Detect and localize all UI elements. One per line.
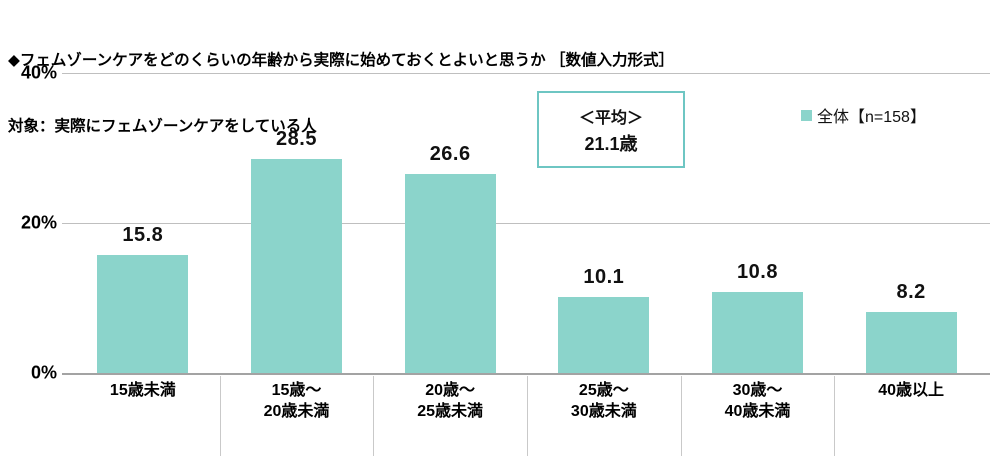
y-tick-label-20: 20%	[20, 212, 57, 233]
bar-5	[865, 311, 957, 373]
legend-label: 全体【n=158】	[817, 109, 926, 126]
bar-value-label-0: 15.8	[122, 223, 164, 246]
category-separator-5	[834, 376, 836, 456]
y-tick-label-0: 0%	[30, 362, 57, 383]
gridline-20	[62, 223, 990, 224]
gridline-40	[62, 73, 990, 74]
category-separator-2	[373, 376, 375, 456]
chart-title: ◆フェムゾーンケアをどのくらいの年齢から実際に始めておくとよいと思うか ［数値入…	[8, 52, 674, 69]
category-separator-3	[527, 376, 528, 456]
bar-2	[404, 173, 496, 373]
bar-value-label-5: 8.2	[896, 280, 926, 303]
x-category-label-3: 25歳～ 30歳未満	[570, 382, 637, 420]
category-separator-4	[680, 376, 682, 456]
average-annotation-value: 21.1歳	[584, 133, 638, 154]
x-axis-line	[62, 373, 990, 375]
bar-0	[97, 254, 189, 373]
bar-3	[558, 297, 650, 373]
average-annotation-box: ＜平均＞ 21.1歳	[537, 91, 685, 168]
bar-value-label-1: 28.5	[276, 128, 317, 151]
x-category-label-1: 15歳～ 20歳未満	[263, 382, 330, 420]
x-category-label-5: 40歳以上	[878, 382, 945, 399]
y-tick-label-40: 40%	[20, 62, 57, 83]
chart-title-block: ◆フェムゾーンケアをどのくらいの年齢から実際に始めておくとよいと思うか ［数値入…	[8, 6, 674, 182]
bar-4	[712, 292, 803, 373]
average-annotation-caption: ＜平均＞	[578, 109, 643, 127]
bar-value-label-3: 10.1	[583, 266, 625, 289]
bar-value-label-2: 26.6	[429, 142, 471, 165]
legend: 全体【n=158】	[801, 103, 926, 127]
chart-target-note: 対象：実際にフェムゾーンケアをしている人	[8, 118, 317, 135]
bar-1	[251, 159, 342, 373]
bar-value-label-4: 10.8	[737, 261, 778, 283]
x-category-label-0: 15歳未満	[109, 382, 176, 399]
category-separator-1	[219, 376, 221, 456]
x-category-label-2: 20歳～ 25歳未満	[417, 382, 484, 420]
legend-swatch-icon	[801, 109, 812, 121]
x-category-label-4: 30歳～ 40歳未満	[724, 382, 791, 420]
